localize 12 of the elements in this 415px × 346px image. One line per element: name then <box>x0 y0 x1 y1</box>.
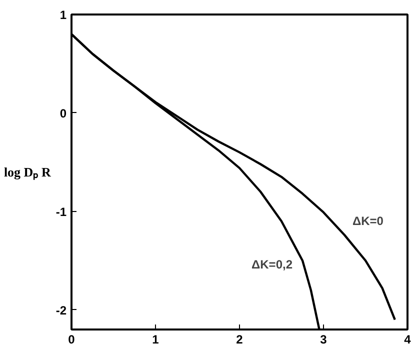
x-tick-label: 1 <box>152 332 160 346</box>
y-tick-label: -1 <box>56 204 67 219</box>
x-tick-label: 4 <box>404 332 412 346</box>
y-tick-label: 1 <box>60 8 67 22</box>
series-label: ΔK=0 <box>352 214 384 228</box>
y-tick-label: -2 <box>56 303 67 318</box>
y-tick-label: 0 <box>60 106 67 120</box>
x-tick-label: 0 <box>68 332 76 346</box>
x-tick-label: 3 <box>320 332 328 346</box>
x-tick-label: 2 <box>236 332 244 346</box>
y-axis-title: log Dₚ R <box>4 164 52 180</box>
series-label: ΔK=0,2 <box>252 258 293 272</box>
